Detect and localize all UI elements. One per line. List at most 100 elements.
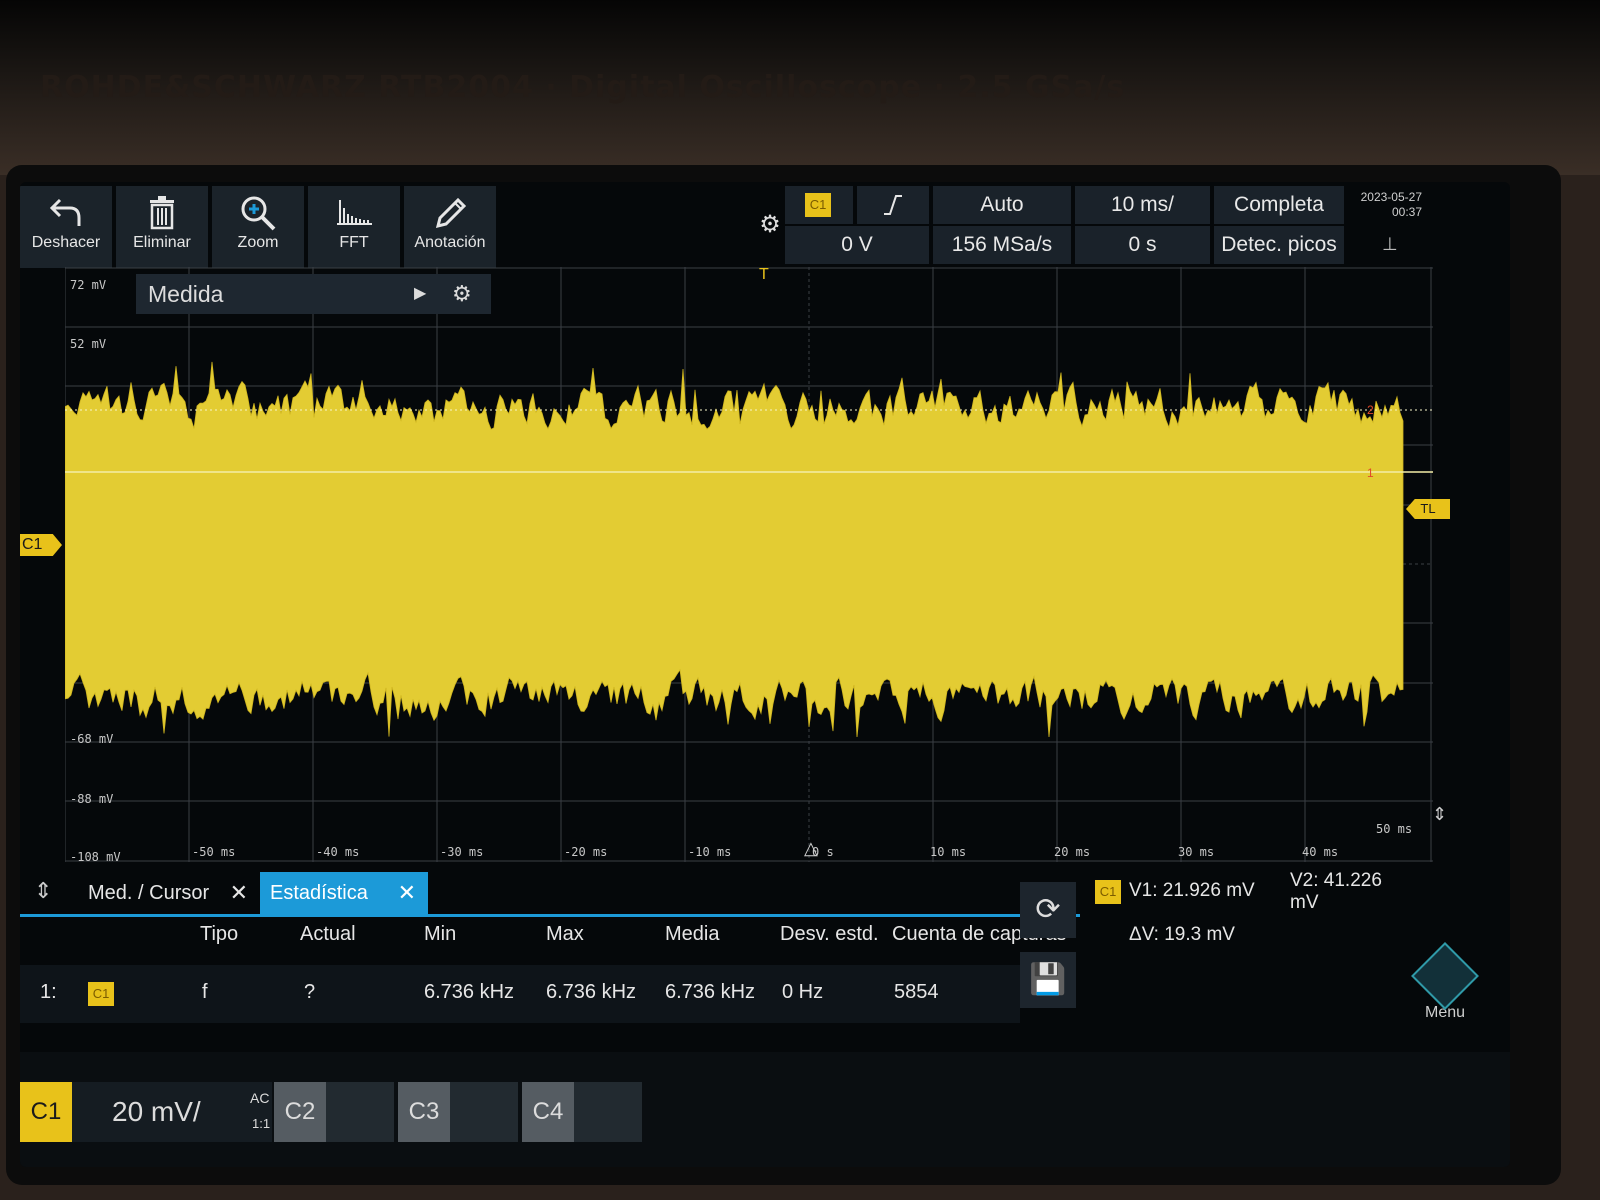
delete-button[interactable]: Eliminar [116, 186, 208, 268]
x-label-m20: -20 ms [564, 845, 608, 859]
x-label-20: 20 ms [1054, 845, 1091, 859]
close-icon[interactable]: ✕ [229, 880, 248, 905]
time-scale-cell[interactable]: 10 ms/ [1075, 186, 1210, 224]
channel-1-button[interactable]: C1 [20, 1082, 72, 1142]
reset-stats-icon[interactable]: ⟳ [1020, 882, 1076, 938]
row-tipo: f [202, 981, 208, 1003]
measure-gear-icon[interactable]: ⚙ [452, 281, 472, 306]
x-label-10: 10 ms [930, 845, 967, 859]
gear-icon[interactable]: ⚙ [759, 211, 781, 238]
y-label-m68: -68 mV [70, 732, 114, 746]
oscilloscope-screen: Deshacer Eliminar Zoom FFT Anotación ⚙ C… [20, 182, 1510, 1167]
tab-estadistica-label: Estadística [270, 882, 368, 904]
undo-label: Deshacer [31, 234, 101, 251]
measure-title: Medida [148, 281, 224, 307]
zoom-button[interactable]: Zoom [212, 186, 304, 268]
menu-button[interactable]: Menu [1410, 942, 1480, 1032]
trigger-slope-cell[interactable] [857, 186, 929, 224]
y-label-72: 72 mV [70, 278, 107, 292]
trigger-position-marker[interactable]: T [759, 266, 769, 283]
row-source-badge: C1 [88, 982, 114, 1006]
acq-mode-cell[interactable]: Completa [1214, 186, 1344, 224]
row-min: 6.736 kHz [424, 981, 515, 1003]
measure-panel[interactable]: Medida ▶ ⚙ [136, 274, 491, 314]
channel-bar: C1 20 mV/ AC 1:1 C2 C3 C4 [20, 1052, 1510, 1167]
pencil-icon [404, 186, 496, 234]
x-label-50: 50 ms [1376, 822, 1413, 836]
channel-2-button[interactable]: C2 [274, 1082, 326, 1142]
channel-1-scale: 20 mV/ [112, 1096, 201, 1127]
delete-label: Eliminar [133, 234, 191, 251]
header-actual: Actual [300, 923, 356, 945]
x-label-40: 40 ms [1302, 845, 1339, 859]
cursor-dv: ΔV: 19.3 mV [1129, 924, 1235, 945]
date-label: 2023-05-27 [1360, 190, 1422, 204]
row-max: 6.736 kHz [546, 981, 637, 1003]
fft-label: FFT [339, 234, 369, 251]
datetime: 2023-05-27 00:37 [1350, 190, 1422, 220]
cursor-v2: V2: 41.226 mV [1290, 870, 1382, 913]
trash-icon [116, 186, 208, 234]
header-tipo: Tipo [200, 923, 239, 945]
fft-button[interactable]: FFT [308, 186, 400, 268]
channel-4-button[interactable]: C4 [522, 1082, 574, 1142]
menu-label: Menu [1424, 1004, 1466, 1021]
x-label-m50: -50 ms [192, 845, 236, 859]
scroll-updown-icon[interactable]: ⇕ [1432, 804, 1448, 824]
tab-med-cursor[interactable]: Med. / Cursor ✕ [78, 872, 260, 914]
zoom-icon [212, 186, 304, 234]
annotation-button[interactable]: Anotación [404, 186, 496, 268]
cursor-1-marker[interactable]: 1 [1367, 466, 1374, 480]
channel-3-settings[interactable] [450, 1082, 518, 1142]
channel-2-settings[interactable] [326, 1082, 394, 1142]
time-offset-cell[interactable]: 0 s [1075, 226, 1210, 264]
cursor-source-badge: C1 [1095, 880, 1121, 904]
close-icon[interactable]: ✕ [397, 880, 416, 905]
header-media: Media [665, 923, 720, 945]
network-icon: ⊥ [1382, 234, 1398, 254]
time-origin-triangle: △ [804, 838, 818, 858]
channel-1-settings[interactable]: 20 mV/ AC 1:1 [72, 1082, 272, 1142]
x-label-m10: -10 ms [688, 845, 732, 859]
channel-1-coupling: AC [250, 1090, 270, 1106]
y-label-m88: -88 mV [70, 792, 114, 806]
channel-4-settings[interactable] [574, 1082, 642, 1142]
header-min: Min [424, 923, 457, 945]
trigger-level-cell[interactable]: 0 V [785, 226, 929, 264]
rs-logo-icon [1411, 942, 1479, 1010]
cursor-2-marker[interactable]: 2 [1367, 403, 1374, 417]
statistics-table: Tipo Actual Min Max Media Desv. estd. Cu… [20, 882, 1080, 1032]
rising-edge-icon [884, 195, 902, 215]
trigger-mode-cell[interactable]: Auto [933, 186, 1071, 224]
trigger-level-marker[interactable]: TL [1406, 499, 1450, 519]
channel-3-button[interactable]: C3 [398, 1082, 450, 1142]
channel-1-offset-marker[interactable]: C1 [20, 534, 62, 556]
tab-estadistica[interactable]: Estadística ✕ [260, 872, 428, 914]
row-actual: ? [304, 981, 316, 1003]
row-desv: 0 Hz [782, 981, 824, 1003]
waveform-plot: 1 2 △ [65, 267, 1433, 862]
cursor-v1: V1: 21.926 mV [1129, 880, 1255, 901]
table-row[interactable]: 1: C1 f ? 6.736 kHz 6.736 kHz 6.736 kHz … [20, 965, 1020, 1023]
trigger-source-badge: C1 [805, 193, 831, 217]
undo-button[interactable]: Deshacer [20, 186, 112, 268]
waveform-trace [65, 361, 1404, 738]
brand-label: ROHDE&SCHWARZ RTB2004 · Digital Oscillos… [40, 70, 1126, 105]
y-label-m108: -108 mV [70, 850, 121, 864]
zoom-label: Zoom [237, 234, 279, 251]
y-label-52: 52 mV [70, 337, 107, 351]
tab-underline [20, 914, 1080, 917]
cursor-readout: C1 V1: 21.926 mV V2: 41.226 mV ΔV: 19.3 … [1085, 870, 1415, 1022]
tabs-scroll-icon[interactable]: ⇕ [34, 878, 53, 903]
x-label-m30: -30 ms [440, 845, 484, 859]
x-label-m40: -40 ms [316, 845, 360, 859]
row-index: 1: [40, 981, 57, 1003]
detection-cell[interactable]: Detec. picos [1214, 226, 1344, 264]
save-icon[interactable]: 💾 [1020, 952, 1076, 1008]
time-label: 00:37 [1391, 205, 1422, 219]
play-icon[interactable]: ▶ [414, 285, 427, 302]
x-label-30: 30 ms [1178, 845, 1215, 859]
sample-rate-cell[interactable]: 156 MSa/s [933, 226, 1071, 264]
fft-icon [308, 186, 400, 234]
trigger-source-cell[interactable]: C1 [785, 186, 853, 224]
